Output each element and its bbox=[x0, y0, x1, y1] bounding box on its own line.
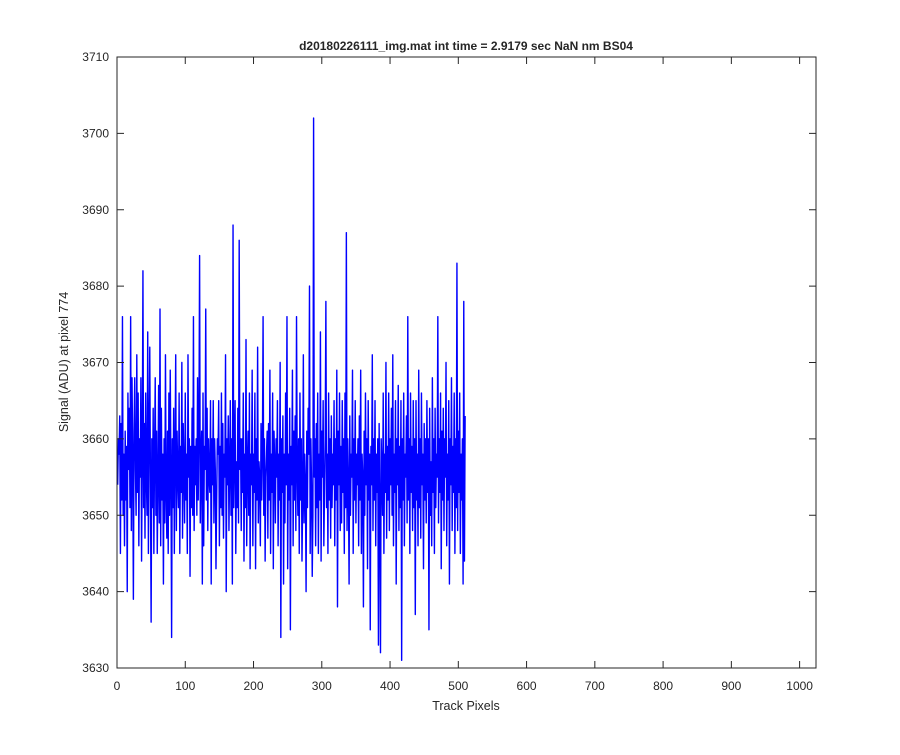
y-tick-label: 3670 bbox=[82, 356, 109, 370]
y-tick-label: 3630 bbox=[82, 661, 109, 675]
plot-area bbox=[117, 57, 816, 668]
x-tick-label: 900 bbox=[721, 679, 741, 693]
y-tick-label: 3640 bbox=[82, 585, 109, 599]
x-axis-label: Track Pixels bbox=[432, 699, 500, 713]
data-layer bbox=[116, 117, 466, 662]
y-tick-label: 3680 bbox=[82, 279, 109, 293]
x-tick-label: 200 bbox=[244, 679, 264, 693]
y-tick-label: 3690 bbox=[82, 203, 109, 217]
x-tick-label: 600 bbox=[517, 679, 537, 693]
y-tick-label: 3660 bbox=[82, 432, 109, 446]
y-tick-label: 3700 bbox=[82, 126, 109, 140]
x-tick-label: 400 bbox=[380, 679, 400, 693]
x-tick-label: 500 bbox=[448, 679, 468, 693]
x-tick-label: 100 bbox=[175, 679, 195, 693]
chart-title: d20180226111_img.mat int time = 2.9179 s… bbox=[299, 39, 633, 53]
y-tick-label: 3710 bbox=[82, 50, 109, 64]
x-tick-label: 800 bbox=[653, 679, 673, 693]
series-line-0 bbox=[116, 117, 466, 662]
y-axis-label: Signal (ADU) at pixel 774 bbox=[57, 292, 71, 432]
axes-layer: 0 100 200 300 400 500 600 700 800 900 1000 3630 3640… bbox=[82, 50, 817, 693]
y-tick-label: 3650 bbox=[82, 508, 109, 522]
x-tick-label: 300 bbox=[312, 679, 332, 693]
x-tick-label: 1000 bbox=[786, 679, 813, 693]
x-tick-label: 0 bbox=[114, 679, 121, 693]
x-tick-label: 700 bbox=[585, 679, 605, 693]
